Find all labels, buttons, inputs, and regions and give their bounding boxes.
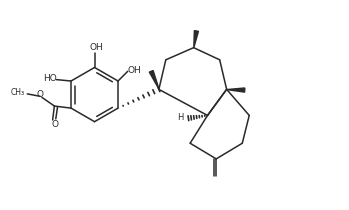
Text: OH: OH [89, 43, 103, 52]
Text: HO: HO [43, 74, 57, 83]
Polygon shape [227, 88, 245, 92]
Polygon shape [194, 31, 199, 48]
Text: H: H [177, 113, 183, 122]
Text: O: O [52, 120, 59, 129]
Text: CH₃: CH₃ [10, 88, 24, 97]
Text: OH: OH [128, 66, 142, 75]
Polygon shape [149, 71, 159, 89]
Text: O: O [37, 90, 44, 99]
